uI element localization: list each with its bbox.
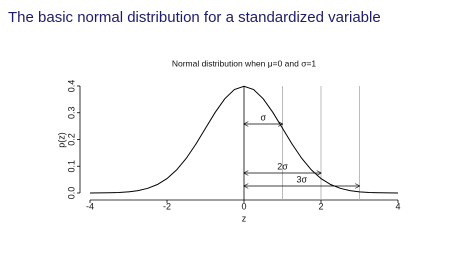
x-tick-label: -2 [163, 201, 171, 211]
sd-label: 2σ [277, 161, 288, 171]
x-axis-label: z [242, 213, 247, 223]
chart-title: Normal distribution when μ=0 and σ=1 [172, 58, 317, 68]
slide-title: The basic normal distribution for a stan… [8, 9, 381, 26]
y-tick-label: 0.2 [66, 133, 76, 146]
x-tick-label: 4 [395, 201, 400, 211]
x-tick-label: 2 [318, 201, 323, 211]
sd-label: σ [260, 112, 266, 122]
y-tick-label: 0.1 [66, 160, 76, 173]
y-tick-label: 0.3 [66, 106, 76, 119]
sd-label: 3σ [296, 174, 307, 184]
y-tick-label: 0.4 [66, 80, 76, 93]
line-series [89, 85, 399, 194]
y-axis-label: p(z) [56, 132, 66, 148]
x-tick-label: 0 [241, 201, 246, 211]
x-tick-label: -4 [86, 201, 94, 211]
y-tick-label: 0.0 [66, 187, 76, 200]
